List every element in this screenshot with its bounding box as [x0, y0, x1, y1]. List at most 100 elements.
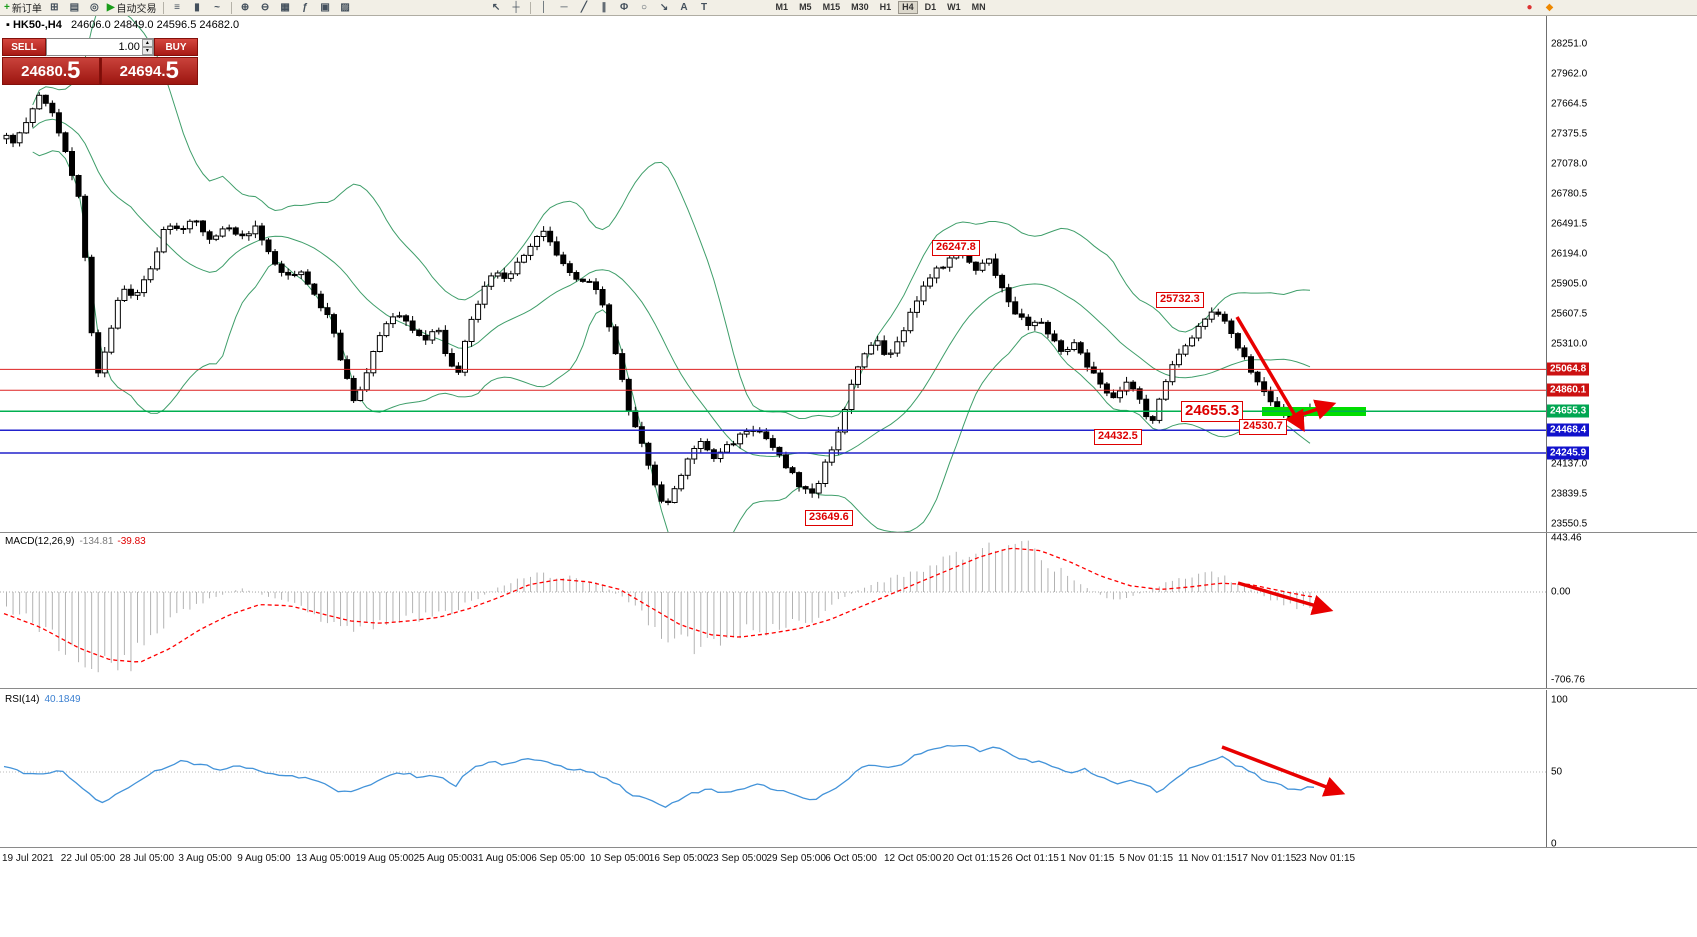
time-axis[interactable]: 19 Jul 2021 22 Jul 05:00 28 Jul 05:00 3 Aug…: [0, 848, 1546, 870]
price-axis-label: 27962.0: [1551, 68, 1588, 80]
buy-button[interactable]: BUY: [154, 38, 198, 56]
timeframe-h1-button[interactable]: H1: [879, 2, 892, 12]
candlestick-chart-icon[interactable]: ▮: [194, 2, 200, 13]
timeframe-m15-button[interactable]: M15: [822, 2, 841, 12]
price-tag: 24245.9: [1547, 446, 1590, 460]
refresh-icon[interactable]: ◎: [89, 2, 99, 13]
line-chart-icon[interactable]: ~: [214, 2, 220, 13]
timeframe-h4-button[interactable]: H4: [898, 1, 918, 14]
rsi-axis-label: 0: [1551, 838, 1557, 850]
pane-separator[interactable]: [0, 532, 1697, 533]
rsi-chart[interactable]: [0, 690, 1546, 847]
price-axis-label: 25310.0: [1551, 338, 1588, 350]
arrows-icon[interactable]: ↘: [659, 2, 669, 13]
price-chart[interactable]: [0, 15, 1546, 532]
price-axis-label: 27078.0: [1551, 158, 1588, 170]
price-tag: 24655.3: [1547, 404, 1590, 418]
horizontal-line-icon[interactable]: ─: [560, 2, 568, 13]
periods-icon[interactable]: ▣: [320, 2, 330, 13]
templates-icon[interactable]: ▨: [340, 2, 350, 13]
rsi-axis-label: 100: [1551, 694, 1568, 706]
ohlc-values: 24606.0 24849.0 24596.5 24682.0: [70, 19, 240, 31]
price-axis[interactable]: 28251.0 27962.0 27664.5 27375.5 27078.0 26780…: [1546, 15, 1697, 532]
time-axis-label: 5 Nov 01:15: [1119, 853, 1174, 864]
new-chart-icon[interactable]: ⊞: [50, 2, 59, 13]
price-axis-label: 23550.5: [1551, 518, 1588, 530]
volume-down-button[interactable]: ▾: [141, 47, 153, 55]
shapes-icon[interactable]: ○: [641, 2, 648, 13]
time-axis-label: 25 Aug 05:00: [413, 853, 473, 864]
zoom-out-icon[interactable]: ⊖: [260, 2, 270, 13]
timeframe-d1-button[interactable]: D1: [924, 2, 937, 12]
candlesticks: [3, 92, 1313, 506]
time-axis-label: 28 Jul 05:00: [119, 853, 175, 864]
timeframe-m30-button[interactable]: M30: [851, 2, 869, 12]
community-icon[interactable]: ●: [1526, 2, 1533, 13]
trendline-icon[interactable]: ╱: [581, 2, 588, 13]
time-axis-label: 23 Sep 05:00: [707, 853, 768, 864]
crosshair-icon[interactable]: ┼: [512, 2, 520, 13]
price-axis-label: 25607.5: [1551, 308, 1588, 320]
buy-price-display[interactable]: 24694. 5: [100, 57, 198, 85]
trend-arrow[interactable]: [1296, 399, 1337, 420]
time-axis-label: 29 Sep 05:00: [766, 853, 826, 864]
time-axis-label: 13 Aug 05:00: [296, 853, 355, 864]
sell-button[interactable]: SELL: [2, 38, 46, 56]
timeframe-m1-button[interactable]: M1: [775, 2, 789, 12]
price-tag: 24860.1: [1547, 383, 1590, 397]
cursor-icon[interactable]: ↖: [491, 2, 501, 13]
macd-axis-label: 0.00: [1551, 586, 1571, 598]
timeframe-mn-button[interactable]: MN: [971, 2, 986, 12]
toolbar-separator: [162, 1, 164, 14]
volume-input[interactable]: [47, 39, 142, 55]
price-axis-label: 26780.5: [1551, 188, 1588, 200]
text-icon[interactable]: A: [680, 2, 688, 13]
auto-trading-button[interactable]: ▶ 自动交易: [106, 2, 157, 15]
indicators-icon[interactable]: ƒ: [302, 2, 308, 13]
rsi-axis-label: 50: [1551, 766, 1563, 778]
time-axis-label: 9 Aug 05:00: [237, 853, 291, 864]
main-toolbar: + 新订单 ⊞ ▤ ◎ ▶ 自动交易 ≡ ▮ ~ ⊕ ⊖ ▦ ƒ ▣ ▨ ↖ ┼ │ ─ ╱ ∥ Φ ○ ↘ A T M1 M5 M15 M…: [0, 0, 1697, 16]
vertical-line-icon[interactable]: │: [540, 2, 548, 13]
macd-label: MACD(12,26,9) -134.81 -39.83: [5, 536, 146, 547]
time-axis-label: 6 Sep 05:00: [531, 853, 586, 864]
timeframe-m5-button[interactable]: M5: [799, 2, 812, 12]
sell-price-display[interactable]: 24680. 5: [2, 57, 100, 85]
rsi-axis[interactable]: 100 50 0: [1546, 690, 1697, 850]
time-axis-label: 20 Oct 01:15: [942, 853, 1001, 864]
macd-signal-line: [3, 547, 1315, 663]
macd-histogram: [6, 540, 1311, 673]
symbol-title: HK50-,H4: [12, 19, 62, 31]
macd-axis[interactable]: 443.46 0.00 -706.76: [1546, 533, 1697, 688]
time-axis-label: 23 Nov 01:15: [1295, 853, 1356, 864]
time-axis-label: 12 Oct 05:00: [884, 853, 942, 864]
zoom-in-icon[interactable]: ⊕: [240, 2, 250, 13]
channel-icon[interactable]: ∥: [601, 2, 607, 13]
bar-chart-icon[interactable]: ≡: [174, 2, 180, 13]
time-axis-label: 17 Nov 01:15: [1236, 853, 1297, 864]
symbol-header: ▪ HK50-,H4 24606.0 24849.0 24596.5 24682…: [6, 19, 239, 31]
pane-separator[interactable]: [0, 688, 1697, 689]
time-axis-label: 16 Sep 05:00: [648, 853, 709, 864]
fibonacci-icon[interactable]: Φ: [619, 2, 629, 13]
new-order-button[interactable]: + 新订单: [4, 2, 42, 15]
toolbar-separator: [529, 1, 531, 14]
text-label-icon[interactable]: T: [700, 2, 708, 13]
alert-icon[interactable]: ◆: [1545, 2, 1554, 13]
time-axis-label: 19 Aug 05:00: [354, 853, 414, 864]
macd-axis-label: -706.76: [1551, 674, 1585, 686]
trend-arrow[interactable]: [1221, 745, 1346, 797]
profiles-icon[interactable]: ▤: [69, 2, 80, 13]
time-axis-label: 31 Aug 05:00: [472, 853, 532, 864]
macd-chart[interactable]: [0, 533, 1546, 688]
timeframe-w1-button[interactable]: W1: [947, 2, 961, 12]
price-axis-label: 24137.0: [1551, 458, 1588, 470]
trend-arrow[interactable]: [1237, 581, 1334, 616]
macd-axis-label: 443.46: [1551, 532, 1582, 544]
pane-separator[interactable]: [0, 847, 1697, 848]
volume-up-button[interactable]: ▴: [141, 39, 153, 47]
time-axis-label: 19 Jul 2021: [2, 853, 54, 864]
trend-arrow[interactable]: [1235, 316, 1305, 433]
bollinger-bands: [32, 15, 1311, 532]
tile-windows-icon[interactable]: ▦: [280, 2, 290, 13]
